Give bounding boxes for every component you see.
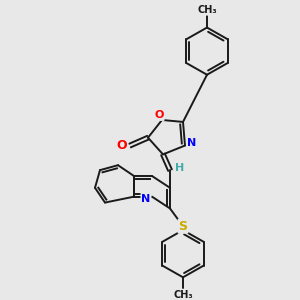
Text: S: S (178, 220, 188, 233)
Text: N: N (141, 194, 151, 204)
Text: O: O (154, 110, 164, 120)
Text: CH₃: CH₃ (197, 5, 217, 15)
Text: H: H (176, 163, 184, 173)
Text: CH₃: CH₃ (173, 290, 193, 300)
Text: O: O (117, 139, 127, 152)
Text: N: N (188, 138, 196, 148)
